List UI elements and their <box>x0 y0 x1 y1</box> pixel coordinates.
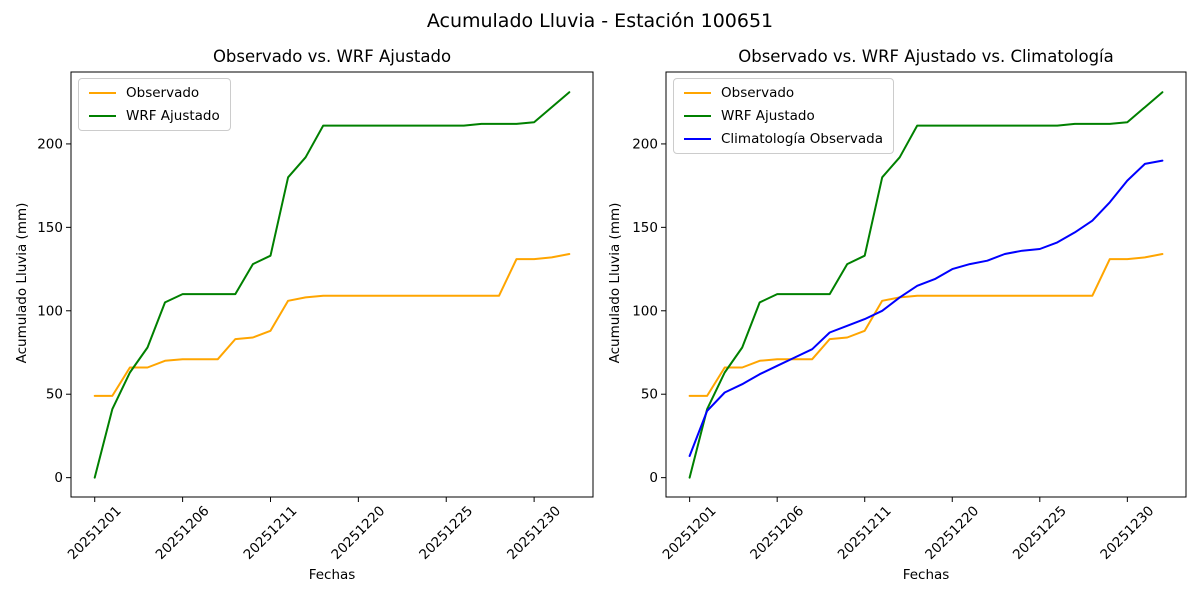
y-tick-label: 200 <box>632 136 658 152</box>
y-tick-label: 150 <box>37 220 63 236</box>
x-tick-label: 20251230 <box>504 503 564 563</box>
legend-item: Observado <box>684 85 883 101</box>
series-line-observado <box>688 253 1164 397</box>
right-x-axis-label: Fechas <box>902 567 950 583</box>
legend-item: Climatología Observada <box>684 131 883 147</box>
y-tick-label: 0 <box>649 470 658 486</box>
left-legend: Observado WRF Ajustado <box>78 78 231 131</box>
legend-line-sample <box>684 92 711 94</box>
x-tick-label: 20251206 <box>153 503 213 563</box>
right-y-axis-label: Acumulado Lluvia (mm) <box>607 202 623 364</box>
legend-line-sample <box>684 138 711 140</box>
y-tick-label: 200 <box>37 136 63 152</box>
x-tick-label: 20251230 <box>1097 503 1157 563</box>
x-tick-label: 20251220 <box>328 503 388 563</box>
legend-label: Observado <box>721 85 795 101</box>
figure-suptitle: Acumulado Lluvia - Estación 100651 <box>426 10 774 32</box>
legend-label: WRF Ajustado <box>721 108 815 124</box>
x-tick-label: 20251211 <box>835 503 895 563</box>
legend-line-sample <box>684 115 711 117</box>
y-tick-label: 100 <box>632 303 658 319</box>
series-line-wrf-ajustado <box>688 91 1164 479</box>
legend-label: Observado <box>126 85 200 101</box>
x-tick-label: 20251220 <box>922 503 982 563</box>
x-tick-label: 20251211 <box>241 503 301 563</box>
y-tick-label: 150 <box>632 220 658 236</box>
left-subplot-title: Observado vs. WRF Ajustado <box>212 47 452 66</box>
series-line-wrf-ajustado <box>93 91 571 479</box>
y-tick-label: 50 <box>641 387 658 403</box>
legend-item: WRF Ajustado <box>684 108 883 124</box>
legend-item: WRF Ajustado <box>89 108 220 124</box>
left-x-axis-label: Fechas <box>308 567 356 583</box>
legend-line-sample <box>89 92 116 94</box>
x-tick-label: 20251225 <box>416 503 476 563</box>
y-tick-label: 0 <box>54 470 63 486</box>
legend-item: Observado <box>89 85 220 101</box>
axes-spines <box>70 71 594 498</box>
x-tick-label: 20251201 <box>660 503 720 563</box>
x-tick-label: 20251201 <box>65 503 125 563</box>
left-y-axis-label: Acumulado Lluvia (mm) <box>14 202 30 364</box>
axes-spines <box>665 71 1187 498</box>
legend-line-sample <box>89 115 116 117</box>
y-tick-label: 100 <box>37 303 63 319</box>
y-tick-label: 50 <box>46 387 63 403</box>
x-tick-label: 20251206 <box>747 503 807 563</box>
x-tick-label: 20251225 <box>1010 503 1070 563</box>
legend-label: WRF Ajustado <box>126 108 220 124</box>
series-line-observado <box>93 253 571 397</box>
legend-label: Climatología Observada <box>721 131 883 147</box>
right-subplot-title: Observado vs. WRF Ajustado vs. Climatolo… <box>738 47 1114 66</box>
right-legend: Observado WRF Ajustado Climatología Observ… <box>673 78 894 154</box>
series-line-climatolog-a-observada <box>688 159 1164 457</box>
